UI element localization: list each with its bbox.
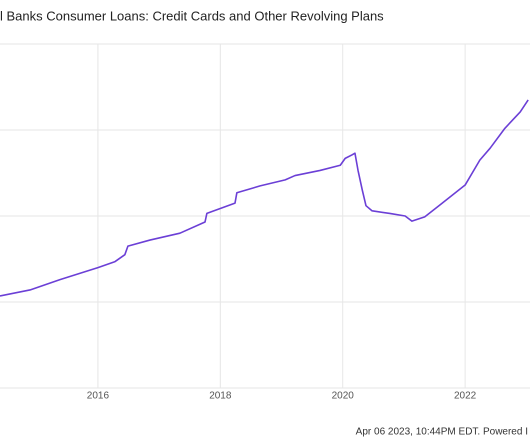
footer: Apr 06 2023, 10:44PM EDT. Powered I <box>356 427 528 438</box>
x-tick-label: 2018 <box>209 391 232 402</box>
x-tick-label: 2020 <box>332 391 355 402</box>
x-tick-label: 2016 <box>87 391 110 402</box>
data-line <box>0 99 529 297</box>
chart-title: l Banks Consumer Loans: Credit Cards and… <box>0 8 384 23</box>
x-tick-label: 2022 <box>454 391 477 402</box>
